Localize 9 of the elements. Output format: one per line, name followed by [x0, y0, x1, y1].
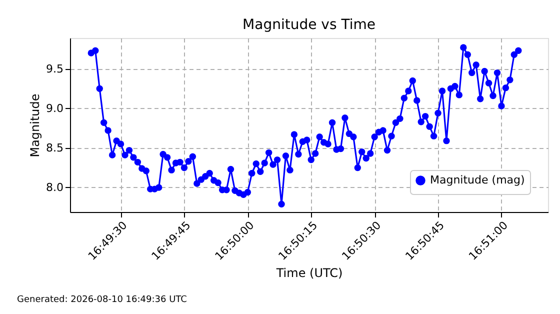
- y-tick-label: 9.5: [46, 62, 64, 76]
- legend-label: Magnitude (mag): [430, 174, 525, 186]
- y-tick-label: 8.5: [46, 141, 64, 154]
- y-tick-label: 9.0: [46, 102, 64, 115]
- x-axis-title: Time (UTC): [275, 266, 343, 280]
- text: Generated: 2026-08-10 16:49:36 UTC: [17, 295, 187, 305]
- y-tick-label: 8.0: [46, 180, 64, 194]
- y-axis-title: Magnitude: [28, 94, 42, 158]
- chart-title: Magnitude vs Time: [242, 17, 376, 33]
